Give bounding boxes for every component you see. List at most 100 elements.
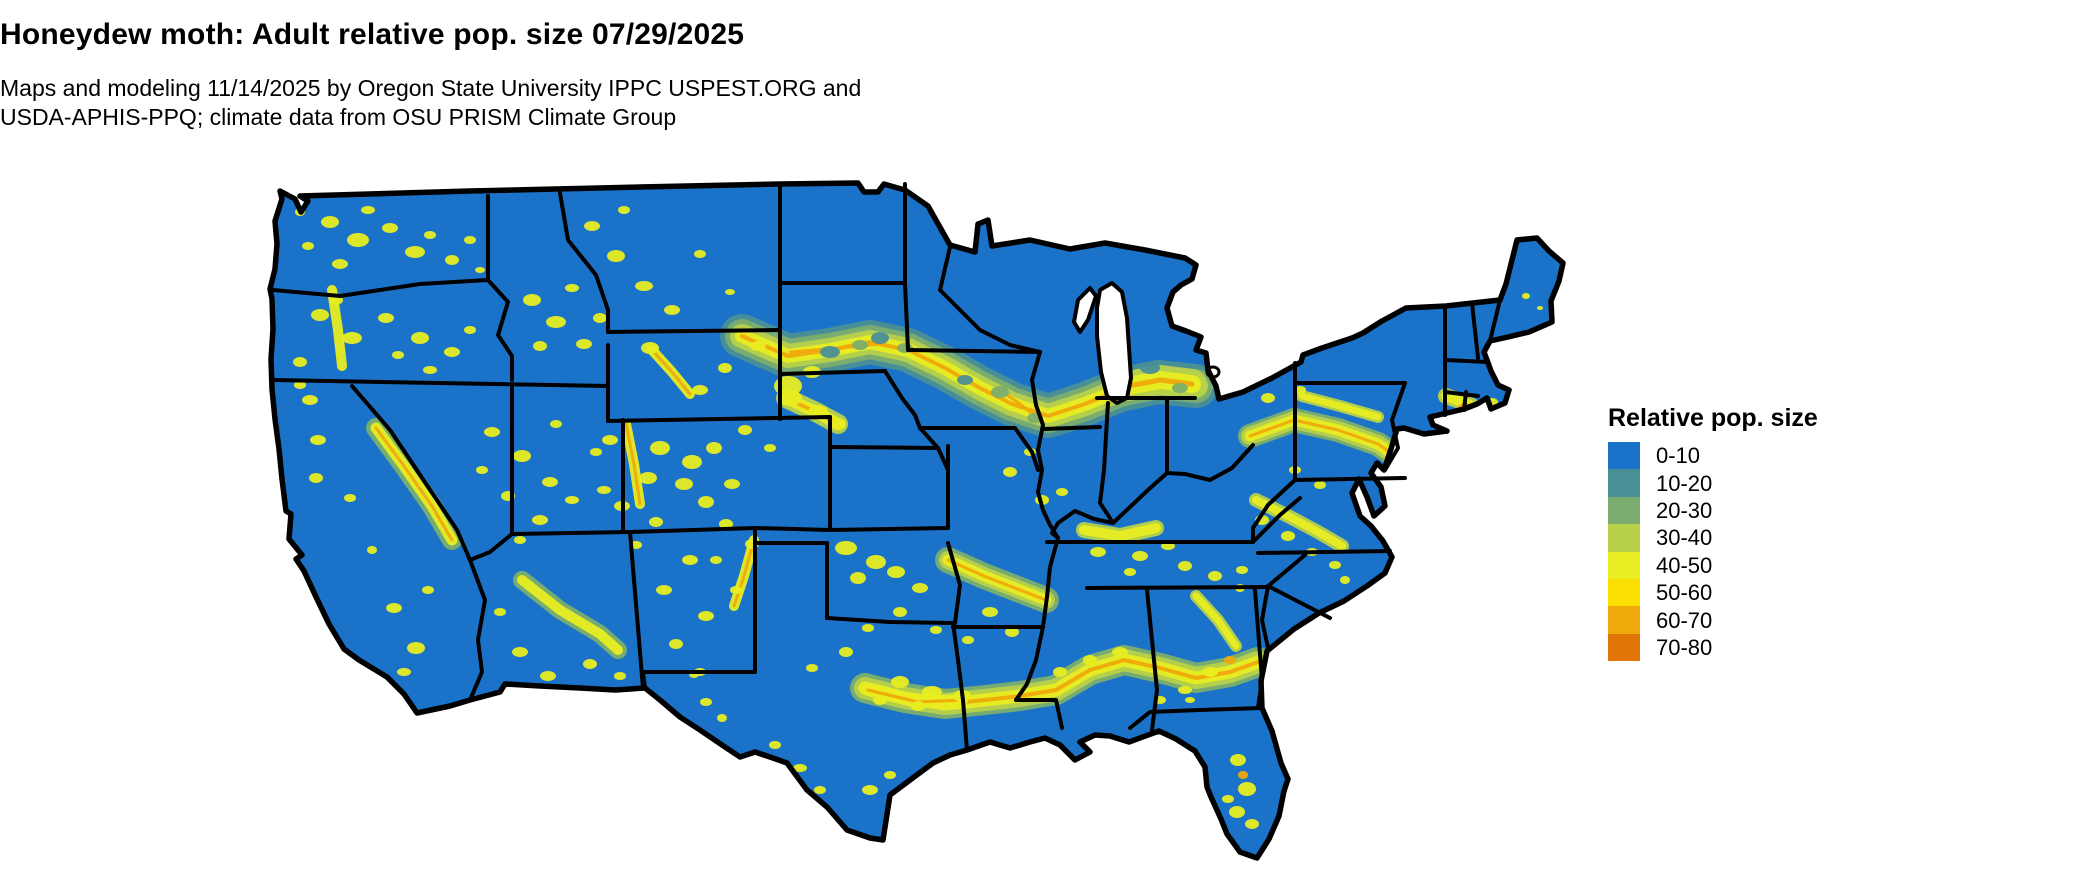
- risk-spot: [382, 223, 398, 233]
- risk-spot: [852, 340, 868, 350]
- risk-spot: [494, 608, 506, 616]
- risk-spot: [1172, 383, 1188, 393]
- state-border: [628, 530, 645, 690]
- risk-spot: [698, 611, 714, 621]
- legend-swatch: [1608, 606, 1640, 634]
- risk-spot: [982, 607, 998, 617]
- state-border: [350, 384, 472, 562]
- risk-spot: [1224, 656, 1236, 664]
- risk-spot: [1230, 754, 1246, 766]
- risk-spot: [397, 668, 411, 676]
- risk-spot: [344, 494, 356, 502]
- subtitle-line-2: USDA-APHIS-PPQ; climate data from OSU PR…: [0, 104, 677, 130]
- risk-spot: [590, 448, 602, 456]
- risk-spot: [405, 246, 425, 258]
- risk-spot: [694, 250, 706, 258]
- risk-spot: [367, 546, 377, 554]
- risk-spot: [1537, 306, 1543, 310]
- legend-swatch: [1608, 496, 1640, 525]
- state-border: [468, 532, 514, 562]
- risk-spot: [1056, 488, 1068, 496]
- risk-spot: [411, 332, 429, 344]
- risk-spot: [550, 420, 562, 428]
- risk-spot: [793, 764, 807, 772]
- risk-spot: [1314, 481, 1326, 489]
- state-border: [918, 426, 1040, 472]
- risk-spot: [1329, 561, 1341, 569]
- risk-spot: [1140, 362, 1160, 374]
- risk-spot: [1261, 393, 1275, 403]
- risk-spot: [584, 221, 600, 231]
- risk-spot: [862, 785, 878, 795]
- risk-spot: [820, 346, 840, 358]
- risk-spot: [873, 695, 887, 705]
- risk-spot: [922, 686, 942, 698]
- risk-spot: [311, 309, 329, 321]
- risk-spot: [1083, 655, 1097, 665]
- legend-item: 20-30: [1608, 496, 1908, 525]
- risk-spot: [444, 347, 460, 357]
- risk-spot: [730, 586, 742, 594]
- legend-label: 0-10: [1656, 443, 1701, 469]
- risk-spot: [682, 455, 702, 469]
- risk-spot: [484, 427, 500, 437]
- risk-spot: [1132, 551, 1148, 561]
- risk-spot: [738, 425, 752, 435]
- subtitle-line-1: Maps and modeling 11/14/2025 by Oregon S…: [0, 75, 862, 101]
- legend-item: 40-50: [1608, 551, 1908, 579]
- risk-spot: [957, 375, 973, 385]
- legend-swatch: [1608, 551, 1640, 579]
- risk-spot: [302, 395, 318, 405]
- legend-label: 50-60: [1656, 580, 1713, 606]
- state-border: [1265, 553, 1307, 589]
- risk-band: [1248, 418, 1400, 460]
- risk-spot: [764, 444, 776, 452]
- legend-swatch: [1608, 469, 1640, 497]
- risk-band: [732, 538, 756, 608]
- risk-spot: [750, 341, 766, 351]
- risk-spot: [602, 435, 618, 445]
- state-border: [951, 621, 969, 752]
- risk-spot: [392, 351, 404, 359]
- state-border: [1014, 698, 1064, 730]
- legend-item: 0-10: [1608, 442, 1908, 470]
- risk-spot: [1340, 576, 1350, 584]
- state-border: [1128, 706, 1264, 730]
- risk-spot: [1003, 467, 1017, 477]
- state-border: [938, 245, 1042, 354]
- risk-spot: [887, 566, 905, 578]
- risk-band: [1079, 523, 1161, 541]
- risk-spot: [386, 603, 402, 613]
- state-border: [1251, 496, 1302, 544]
- risk-spot: [618, 206, 630, 214]
- state-border: [486, 278, 514, 382]
- risk-spot: [540, 671, 556, 681]
- legend-rows: 0-10 10-20 20-30 30-40 40-50 50-60 60-70 70-80: [1608, 442, 1908, 662]
- legend-item: 70-80: [1608, 633, 1908, 662]
- land-fill: [270, 183, 1563, 858]
- risk-spot: [664, 305, 680, 315]
- risk-spot: [565, 496, 579, 504]
- risk-spot: [293, 357, 307, 367]
- risk-spot: [682, 555, 698, 565]
- risk-spot: [866, 555, 886, 569]
- risk-spot: [1238, 771, 1248, 779]
- state-border: [903, 182, 910, 352]
- risk-spot: [1124, 568, 1136, 576]
- risk-spot: [991, 386, 1009, 398]
- state-border: [271, 278, 490, 298]
- state-border: [1041, 425, 1102, 431]
- risk-spot: [806, 664, 818, 672]
- risk-spot: [724, 479, 740, 489]
- risk-spot: [835, 541, 857, 555]
- risk-spot: [607, 250, 625, 262]
- state-border: [606, 328, 782, 334]
- risk-spot: [669, 639, 683, 649]
- risk-spot: [1053, 667, 1067, 677]
- risk-spot: [1244, 870, 1250, 874]
- risk-spot: [597, 486, 611, 494]
- page-subtitle: Maps and modeling 11/14/2025 by Oregon S…: [0, 74, 1860, 132]
- state-border: [946, 541, 962, 625]
- risk-spot: [309, 473, 323, 483]
